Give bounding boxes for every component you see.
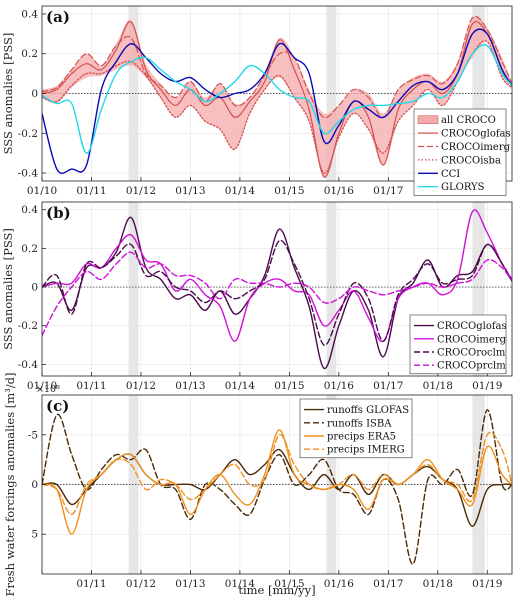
legend-label: CROCOimerg [441, 142, 511, 153]
y-tick-label: 0 [31, 88, 38, 100]
panel-a: 01/10 01/11 01/12 01/13 01/14 01/15 01/16 01/17… [1, 5, 513, 197]
legend-label: runoffs ISBA [327, 418, 392, 429]
x-tick-label: 01/18 [423, 578, 453, 590]
y-tick-label: 0.2 [21, 48, 38, 60]
x-tick-label: 01/18 [423, 380, 453, 392]
series-line-crocoglofas [42, 216, 512, 369]
y-tick-label: -0.4 [18, 168, 39, 180]
y-tick-label: 0 [31, 282, 38, 294]
legend-label: GLORYS [441, 182, 485, 193]
x-tick-label: 01/16 [324, 578, 355, 590]
x-tick-label: 01/15 [274, 380, 304, 392]
legend-label: all CROCO [441, 115, 496, 126]
x-tick-label: 01/10 [27, 380, 57, 392]
x-tick-label: 01/19 [472, 380, 502, 392]
legend: runoffs GLOFAS runoffs ISBA precips ERA5 pr… [299, 398, 413, 459]
y-tick-label: 5 [31, 529, 38, 541]
panel-b: 01/10 01/11 01/12 01/13 01/14 01/15 01/16 01/17… [1, 201, 513, 392]
legend-label: CROCOisba [441, 155, 501, 166]
series-line-crocoroclm [42, 239, 512, 346]
x-tick-label: 01/10 [27, 185, 57, 197]
legend-label: CROCOimerg [437, 334, 507, 345]
series-line-runoffs-isba [42, 409, 512, 565]
legend-label: CROCOglofas [441, 129, 511, 140]
series-line-crocoimerg [42, 15, 512, 119]
legend-label: precips ERA5 [327, 432, 396, 443]
x-tick-label: 01/11 [76, 578, 106, 590]
legend-label: CROCOglofas [437, 321, 507, 332]
series-line-crocoimerg [42, 209, 512, 343]
series-line-glorys [42, 44, 512, 154]
x-tick-label: 01/13 [175, 185, 205, 197]
legend-box [409, 314, 507, 375]
band-all-croco [42, 16, 512, 178]
x-axis-label: time [mm/yy] [238, 583, 315, 597]
legend: CROCOglofas CROCOimerg CROCOroclm CROCOprcl… [409, 314, 507, 375]
x-tick-label: 01/12 [126, 578, 156, 590]
legend-label: precips IMERG [327, 445, 405, 456]
series-line-crocoprclm [42, 251, 512, 337]
x-tick-label: 01/15 [274, 185, 304, 197]
panel-label: (c) [46, 397, 69, 415]
legend-box [299, 398, 413, 459]
x-tick-label: 01/17 [373, 380, 403, 392]
legend-label: runoffs GLOFAS [327, 405, 409, 416]
y-tick-label: 0.2 [21, 243, 38, 255]
series-line-precips-era5 [42, 429, 512, 535]
plot-content [42, 209, 512, 369]
x-tick-label: 01/19 [472, 578, 502, 590]
plot-content [42, 409, 512, 565]
x-tick-label: 01/17 [373, 578, 403, 590]
y-axis-label: Fresh water forcings anomalies [m³/d] [3, 372, 17, 596]
x-tick-label: 01/17 [373, 185, 403, 197]
x-tick-label: 01/16 [324, 380, 355, 392]
legend: all CROCO CROCOglofas CROCOimerg CROCOisba C… [413, 108, 511, 196]
legend-swatch-band [417, 115, 439, 124]
panel-label: (a) [46, 8, 70, 26]
y-tick-label: -5 [28, 429, 38, 441]
y-tick-label: -0.4 [18, 359, 39, 371]
y-tick-label: 0.4 [21, 8, 38, 20]
x-tick-label: 01/13 [175, 578, 205, 590]
y-tick-label: -0.2 [18, 320, 38, 332]
legend-label: CROCOprclm [437, 361, 506, 372]
y-axis-label: SSS anomalies [PSS] [1, 33, 15, 155]
plot-content [42, 15, 512, 178]
series-line-cci [42, 28, 512, 175]
panel-c: 01/11 01/12 01/13 01/14 01/15 01/16 01/17 01/18… [3, 372, 513, 597]
legend-label: CROCOroclm [437, 348, 506, 359]
series-line-crocoisba [42, 40, 512, 174]
x-tick-label: 01/14 [225, 380, 256, 392]
axes-box [41, 201, 513, 377]
series-line-precips-imerg [42, 431, 512, 516]
y-multiplier: ×10⁸ [36, 384, 60, 395]
x-tick-label: 01/14 [225, 185, 256, 197]
x-tick-label: 01/11 [76, 380, 106, 392]
x-tick-label: 01/11 [76, 185, 106, 197]
series-line-crocoglofas [42, 21, 512, 178]
legend-label: CCI [441, 169, 460, 180]
x-tick-label: 01/13 [175, 380, 205, 392]
x-tick-label: 01/16 [324, 185, 355, 197]
x-tick-label: 01/12 [126, 185, 156, 197]
x-tick-label: 01/14 [225, 578, 256, 590]
y-tick-label: 0 [31, 479, 38, 491]
x-tick-label: 01/12 [126, 380, 156, 392]
y-tick-label: -0.2 [18, 128, 38, 140]
y-tick-label: 0.4 [21, 204, 38, 216]
panel-label: (b) [46, 204, 71, 222]
shaded-period [326, 202, 337, 376]
y-axis-label: SSS anomalies [PSS] [1, 228, 15, 350]
shaded-period [128, 202, 139, 376]
x-tick-label: 01/15 [274, 578, 304, 590]
